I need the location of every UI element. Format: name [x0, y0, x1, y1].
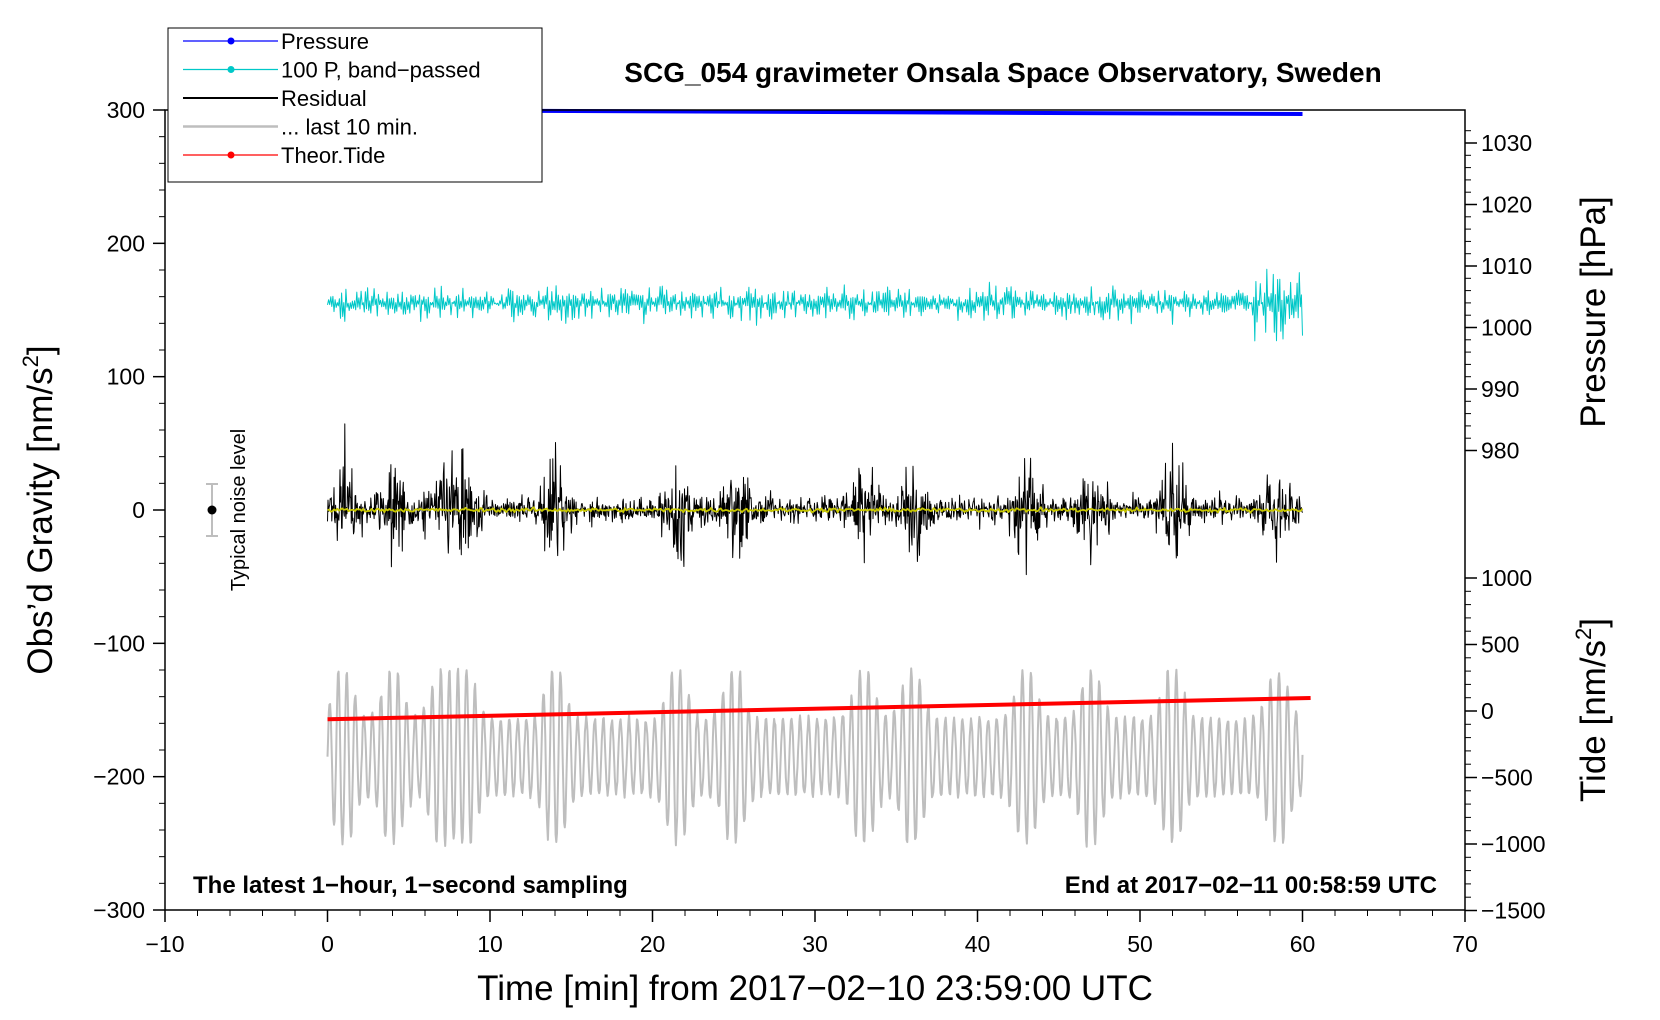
y-right-pressure-tick-label: 1000 — [1481, 315, 1532, 341]
y-left-tick-label: −200 — [93, 764, 145, 790]
y-left-axis-title-exp: 2 — [18, 355, 43, 367]
x-tick-label: 30 — [802, 931, 828, 957]
series-pressure-bandpassed — [327, 268, 1303, 342]
noise-level-label: Typical noise level — [228, 429, 250, 591]
x-tick-label: 50 — [1127, 931, 1153, 957]
x-tick-label: 40 — [965, 931, 991, 957]
y-left-tick-label: −100 — [93, 630, 145, 656]
series-last-10-min — [326, 667, 1304, 848]
x-tick-label: 0 — [321, 931, 334, 957]
last-10-min-line — [326, 667, 1304, 848]
y-right-pressure-tick-label: 980 — [1481, 438, 1519, 464]
y-right-tide-tick-label: −1500 — [1481, 898, 1546, 924]
y-right-pressure-tick-label: 990 — [1481, 376, 1519, 402]
legend-label: Pressure — [281, 29, 369, 54]
y-right-tide-title-exp: 2 — [1571, 628, 1596, 640]
chart-title: SCG_054 gravimeter Onsala Space Observat… — [624, 57, 1381, 88]
x-axis-title: Time [min] from 2017−02−10 23:59:00 UTC — [477, 969, 1153, 1008]
legend-entries: Pressure 100 P, band−passed Residual ... la… — [183, 29, 481, 168]
x-tick-label: 60 — [1290, 931, 1316, 957]
y-right-tide-title: Tide [nm/s2] — [1571, 618, 1613, 802]
tide-line — [327, 696, 1311, 722]
y-left-axis-title-base: Obs’d Gravity [nm/s — [21, 367, 60, 674]
y-right-tide-tick-label: −1000 — [1481, 831, 1546, 857]
noise-level-bar — [206, 483, 218, 537]
y-left-tick-label: 100 — [107, 364, 145, 390]
residual-smoothed-line — [327, 506, 1304, 514]
y-right-tide-title-base: Tide [nm/s — [1574, 640, 1613, 802]
y-right-tide-tick-label: 0 — [1481, 698, 1494, 724]
x-tick-label: 10 — [477, 931, 503, 957]
legend-label: ... last 10 min. — [281, 115, 418, 140]
pressure-bandpassed-line — [327, 268, 1303, 342]
y-right-tide-tick-label: −500 — [1481, 765, 1533, 791]
series-residual-smoothed — [327, 506, 1304, 514]
y-right-pressure-title: Pressure [hPa] — [1574, 196, 1613, 428]
annotation-end-time: End at 2017−02−11 00:58:59 UTC — [1065, 872, 1437, 899]
x-tick-label: −10 — [145, 931, 184, 957]
y-right-tide-title-close: ] — [1574, 618, 1613, 628]
legend-marker — [227, 151, 235, 159]
y-left-tick-label: 0 — [132, 497, 145, 523]
y-left-tick-label: −300 — [93, 897, 145, 923]
x-axis-ticks: −10 0 10 20 30 40 50 60 70 — [145, 910, 1478, 957]
legend: Pressure 100 P, band−passed Residual ... la… — [167, 27, 543, 183]
y-left-tick-label: 200 — [107, 230, 145, 256]
x-tick-label: 20 — [640, 931, 666, 957]
y-right-tide-tick-label: 500 — [1481, 632, 1519, 658]
series-residual — [327, 423, 1303, 576]
y-left-axis-title: Obs’d Gravity [nm/s2] — [18, 345, 60, 674]
y-right-pressure-tick-label: 1030 — [1481, 130, 1532, 156]
legend-label: Theor.Tide — [281, 143, 385, 168]
legend-label: 100 P, band−passed — [281, 58, 481, 83]
residual-line — [327, 423, 1303, 576]
series-theoretical-tide — [327, 696, 1311, 722]
legend-marker — [227, 37, 235, 45]
y-left-axis-title-close: ] — [21, 345, 60, 355]
y-right-tide-ticks: 1000 500 0 −500 −1000 −1500 — [1465, 565, 1546, 924]
y-right-tide-tick-label: 1000 — [1481, 565, 1532, 591]
y-left-axis-ticks: 300 200 100 0 −100 −200 −300 — [93, 97, 165, 923]
y-right-pressure-tick-label: 1010 — [1481, 253, 1532, 279]
y-right-pressure-tick-label: 1020 — [1481, 192, 1532, 218]
legend-label: Residual — [281, 86, 367, 111]
y-right-pressure-ticks: 1030 1020 1010 1000 990 980 — [1465, 130, 1532, 464]
legend-marker — [227, 66, 235, 73]
noise-level-dot — [207, 505, 217, 515]
annotation-sampling: The latest 1−hour, 1−second sampling — [193, 872, 628, 899]
y-left-tick-label: 300 — [107, 97, 145, 123]
x-tick-label: 70 — [1452, 931, 1478, 957]
